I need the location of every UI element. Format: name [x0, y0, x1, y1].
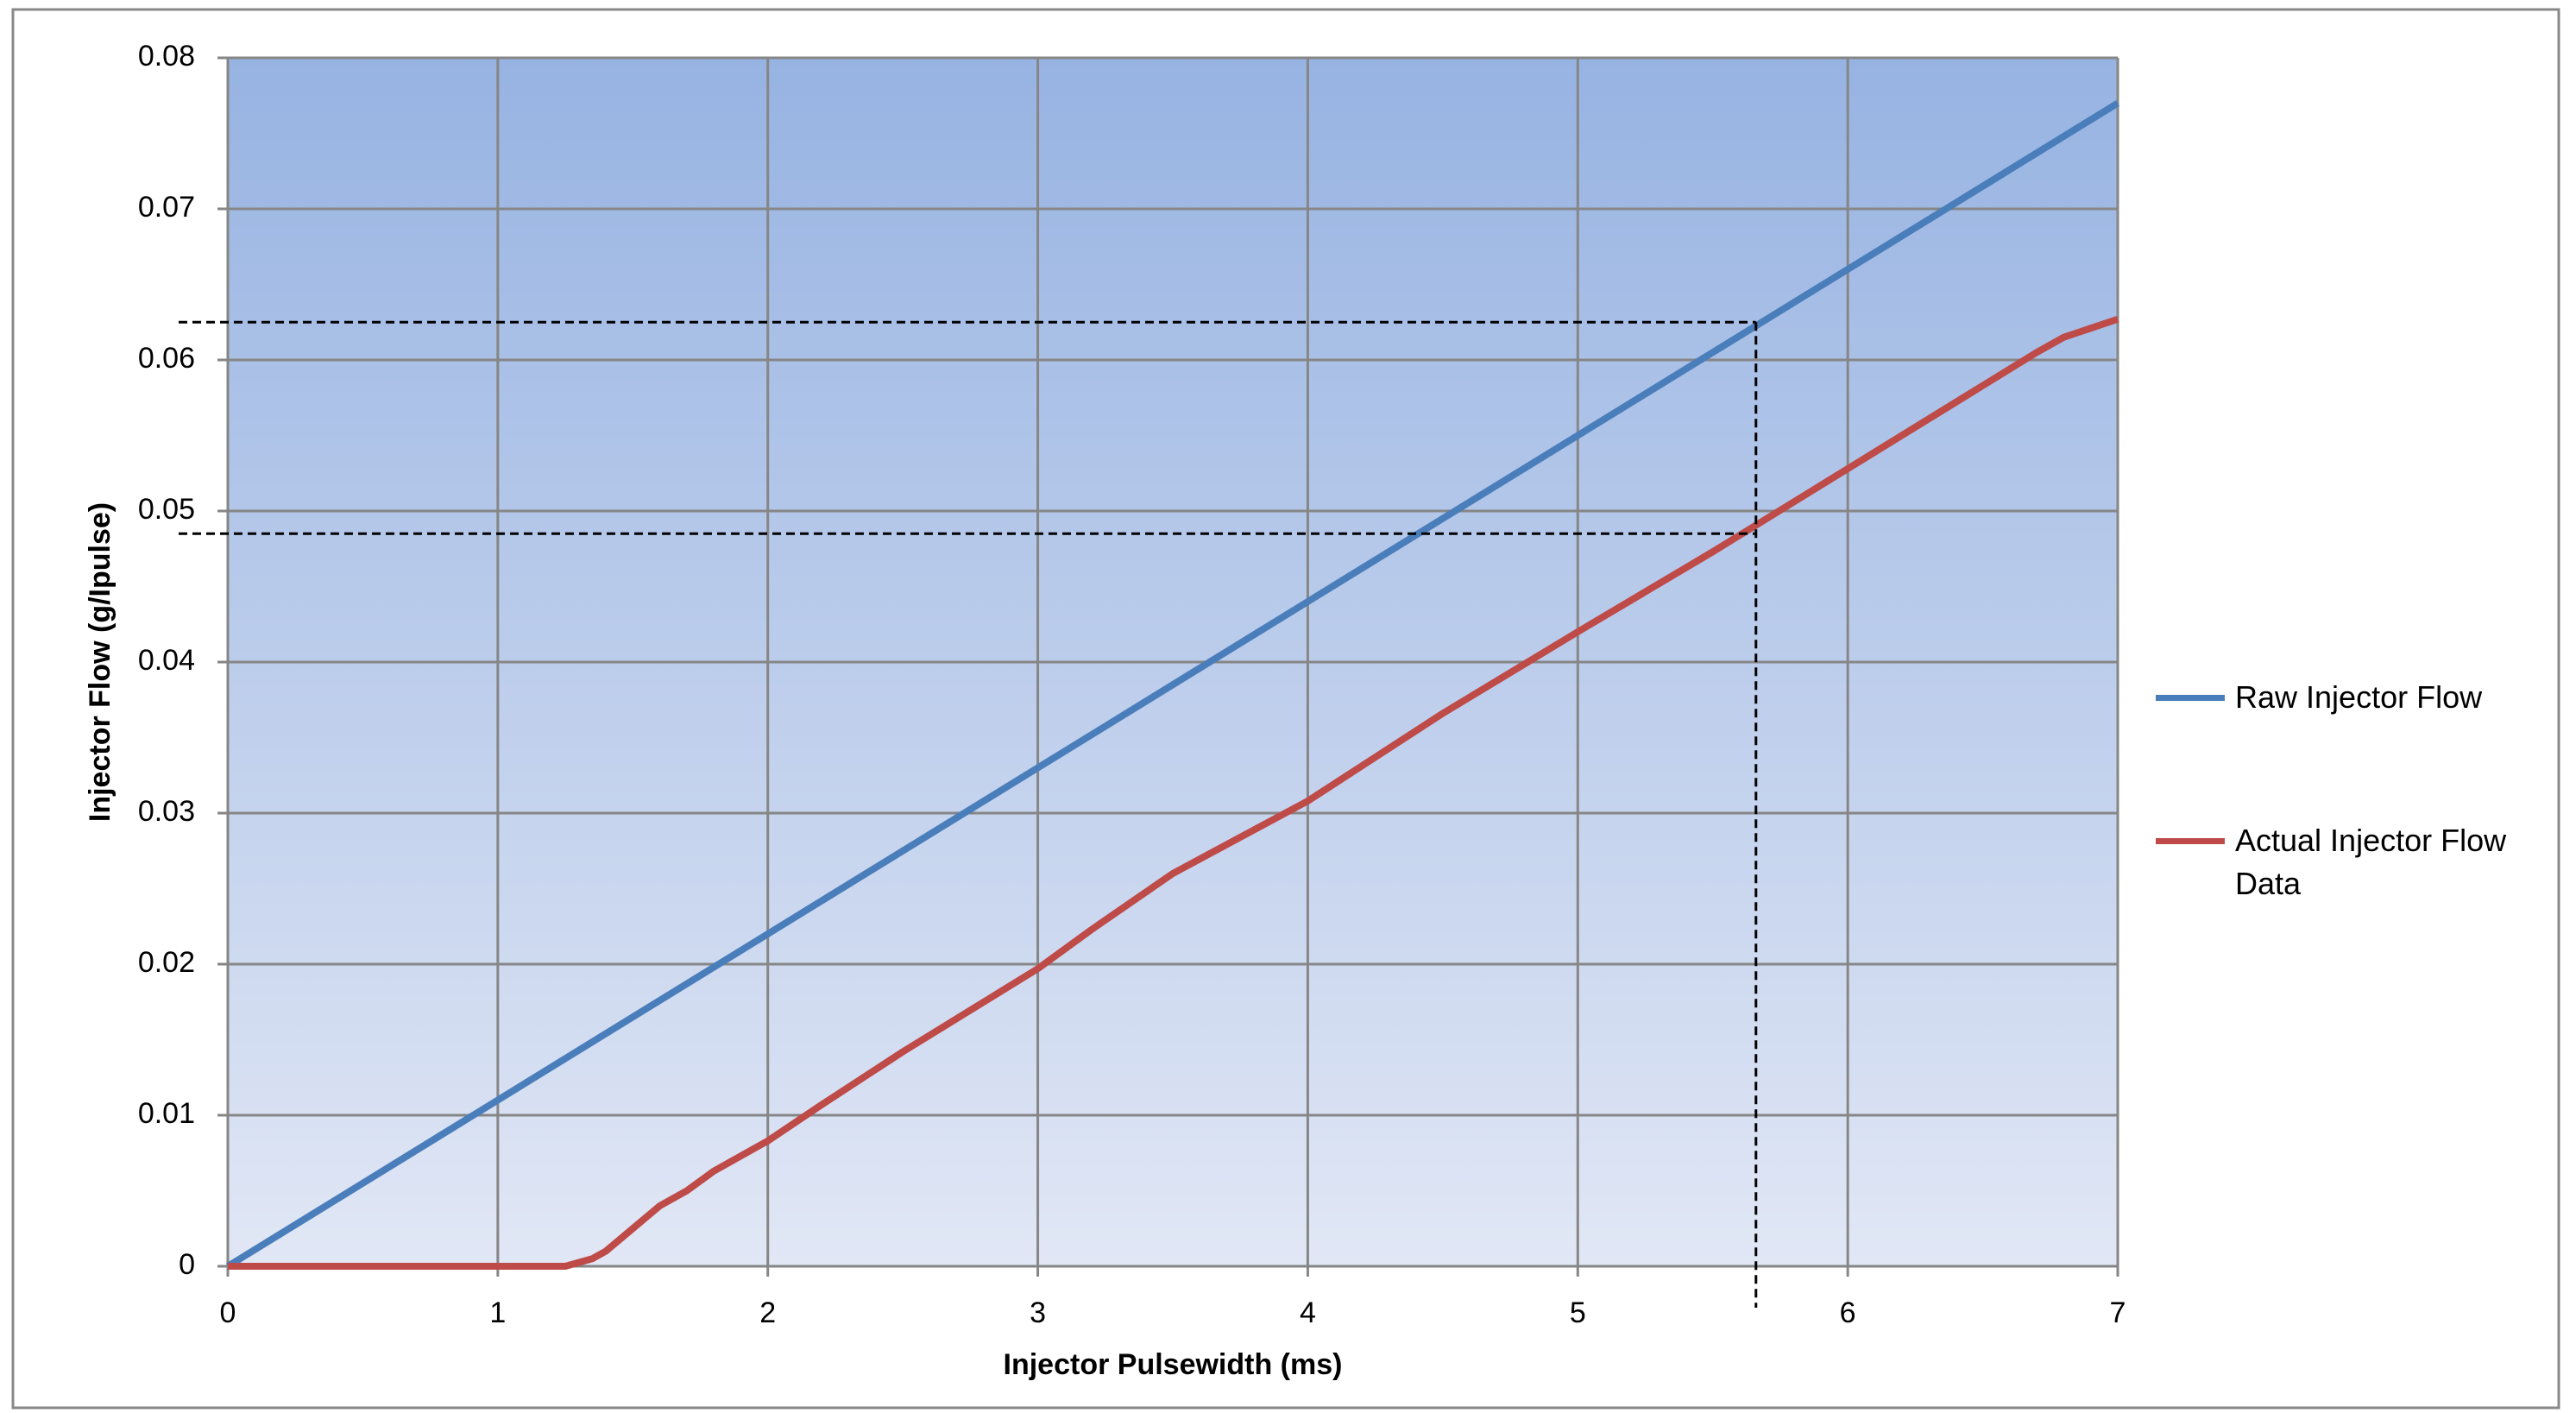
legend-label: Raw Injector Flow [2235, 679, 2483, 715]
x-axis-title: Injector Pulsewidth (ms) [1004, 1348, 1343, 1381]
y-tick-label: 0.04 [138, 644, 195, 677]
x-tick-label: 7 [2110, 1296, 2126, 1329]
legend-label: Actual Injector Flow Data [2235, 823, 2507, 901]
y-tick-label: 0.05 [138, 493, 195, 526]
y-tick-label: 0.08 [138, 40, 195, 73]
legend-swatch [2156, 838, 2225, 844]
x-tick-label: 6 [1840, 1296, 1856, 1329]
x-tick-label: 1 [489, 1296, 506, 1329]
data-line [228, 315, 2119, 1270]
x-tick-label: 4 [1300, 1296, 1316, 1329]
x-tick-label: 5 [1570, 1296, 1586, 1329]
y-tick-label: 0.01 [138, 1097, 195, 1130]
y-tick-label: 0.02 [138, 946, 195, 979]
data-line [225, 100, 2120, 1270]
y-axis-title: Injector Flow (g/Ipulse) [84, 502, 117, 822]
y-tick-label: 0 [179, 1248, 195, 1281]
y-tick-label: 0.07 [138, 191, 195, 224]
x-tick-label: 2 [759, 1296, 776, 1329]
x-tick-label: 3 [1030, 1296, 1046, 1329]
legend-item: Raw Injector Flow [2156, 676, 2546, 719]
x-tick-label: 0 [220, 1296, 236, 1329]
y-tick-label: 0.03 [138, 795, 195, 828]
y-tick-label: 0.06 [138, 342, 195, 375]
legend-item: Actual Injector Flow Data [2156, 819, 2546, 905]
legend-swatch [2156, 695, 2225, 701]
